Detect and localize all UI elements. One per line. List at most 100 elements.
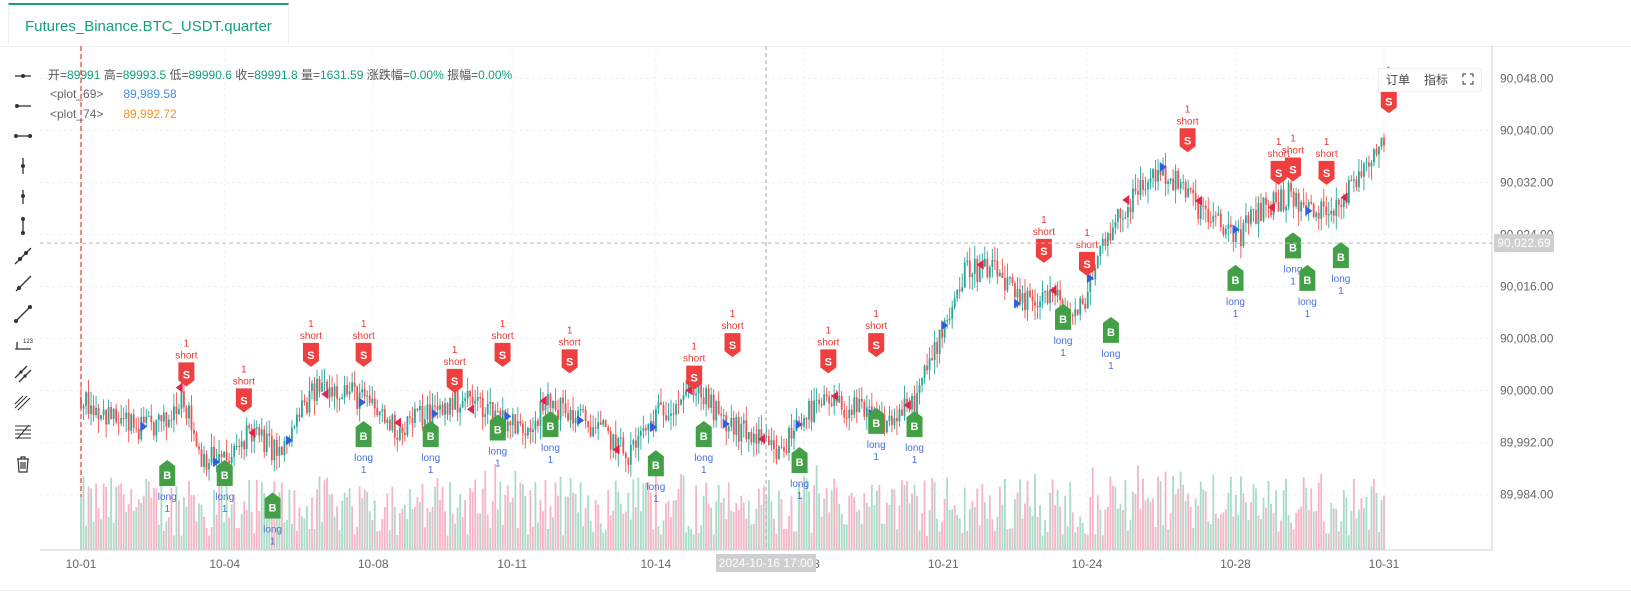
candle-body [577,410,579,419]
candle-body [602,420,605,425]
candle-body [426,404,429,420]
horizontal-segment-tool[interactable] [13,126,33,146]
price-range-tool[interactable]: 123 [13,334,33,354]
volume-bar [1014,499,1016,550]
candle-body [323,381,326,383]
volume-bar [1137,465,1139,550]
horizontal-ray-tool[interactable] [13,96,33,116]
candle-body [1312,203,1315,217]
segment-tool[interactable] [13,304,33,324]
buy-arrow-icon [941,320,949,331]
sell-badge [178,362,195,387]
volume-bar [1255,488,1257,550]
fullscreen-button[interactable] [1455,69,1481,91]
volume-bar [926,535,928,550]
volume-bar [290,524,293,550]
parallel-channel-tool[interactable] [13,364,33,384]
y-tick-label: 90,040.00 [1500,124,1554,138]
order-button[interactable]: 订单 [1386,73,1411,87]
volume-bar [670,517,672,550]
candle-body [1360,171,1363,177]
volume-bar [328,494,331,550]
volume-bar [1199,481,1202,550]
volume-bar [722,497,725,550]
volume-bar [188,480,190,550]
chart-area[interactable]: 90,048.0090,040.0090,032.0090,024.0090,0… [40,46,1631,606]
candle-body [1277,202,1280,212]
ohlc-legend: 开=89991 高=89993.5 低=89990.6 收=89991.8 量=… [48,68,512,121]
signal-label: long [263,524,282,535]
plot-legend-row: <plot_74> 89,992.72 [50,107,177,121]
candle-body [552,400,554,409]
candlestick-chart[interactable]: 90,048.0090,040.0090,032.0090,024.0090,0… [40,46,1631,606]
volume-bar [471,491,474,550]
candle-body [1169,178,1172,182]
volume-bar [810,532,813,550]
pitchfork-tool[interactable] [13,392,33,412]
candle-body [916,393,918,416]
vertical-ray-tool[interactable] [13,186,33,206]
vertical-segment-tool[interactable] [13,216,33,236]
volume-bar [1352,478,1355,550]
candle-body [1127,207,1129,218]
sell-arrow-icon [466,404,474,415]
volume-bar [218,480,220,550]
horizontal-line-tool[interactable] [13,66,33,86]
candle-body [434,405,436,407]
candle-body [564,403,567,413]
sell-arrow-icon [539,395,547,406]
trend-line-tool[interactable] [13,246,33,266]
price-range-icon: 123 [15,339,33,350]
volume-bar [311,497,313,550]
volume-bar [818,493,821,550]
trash-icon [17,456,29,473]
candle-body [524,433,527,436]
indicator-button[interactable]: 指标 [1424,73,1449,87]
trash-tool[interactable] [13,454,33,474]
tab-symbol[interactable]: Futures_Binance.BTC_USDT.quarter [8,3,289,45]
signal-qty: 1 [1185,104,1191,115]
volume-bar [511,498,514,550]
plot-name: <plot_74> [50,107,104,121]
candle-body [853,397,856,415]
vertical-line-tool[interactable] [13,156,33,176]
volume-bar [1074,532,1077,550]
fib-retracement-tool[interactable] [13,422,33,442]
ray-tool[interactable] [13,274,33,294]
